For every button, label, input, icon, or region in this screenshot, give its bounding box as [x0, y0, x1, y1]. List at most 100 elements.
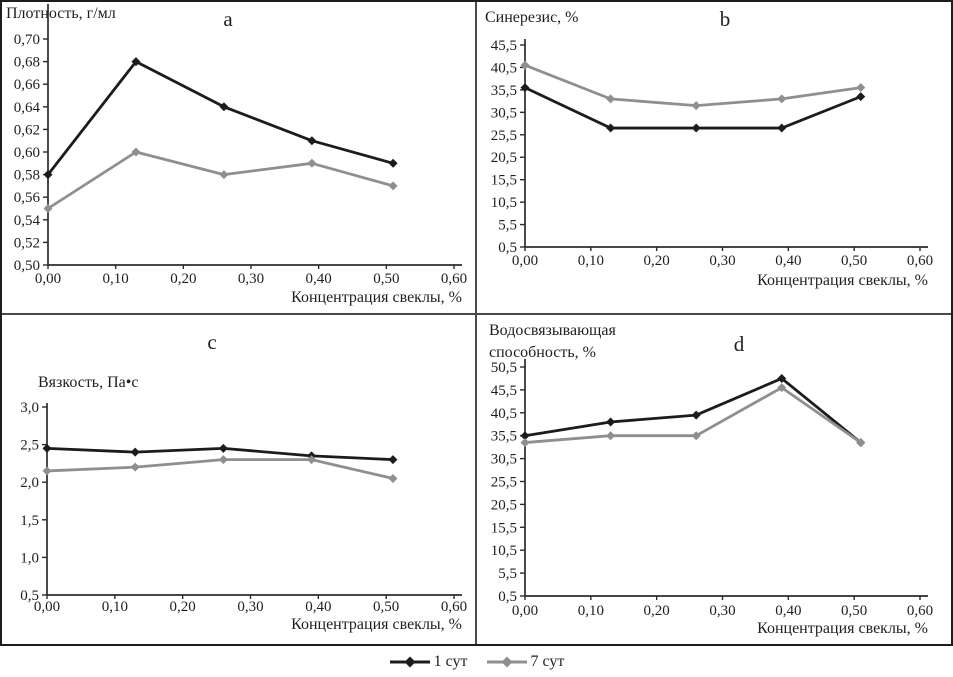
legend-label-1-sut: 1 сут	[433, 652, 468, 670]
panel-letter: c	[207, 330, 216, 354]
series-marker-1	[691, 101, 701, 111]
x-axis-title: Концентрация свеклы, %	[291, 289, 462, 306]
y-tick-label: 20,5	[491, 497, 517, 513]
series-line-1	[45, 458, 395, 480]
y-tick-label: 35,5	[491, 83, 517, 99]
y-tick-label: 25,5	[491, 475, 517, 491]
series-marker-1	[218, 455, 228, 465]
series-marker-1	[307, 158, 317, 168]
x-tick-label: 0,40	[305, 599, 331, 615]
series-marker-1	[130, 462, 140, 472]
series-marker-0	[856, 92, 866, 102]
series-marker-1	[131, 147, 141, 157]
y-tick-label: 3,0	[20, 400, 39, 416]
x-tick-label: 0,60	[907, 253, 933, 269]
legend-item-7-sut: 7 сут	[486, 652, 565, 670]
x-tick-label: 0,30	[238, 271, 264, 287]
series-marker-0	[520, 431, 530, 441]
y-tick-label: 0,50	[14, 258, 40, 274]
x-tick-label: 0,50	[841, 603, 867, 619]
series-marker-1	[388, 473, 398, 483]
x-tick-label: 0,60	[441, 599, 467, 615]
series-marker-1	[307, 455, 317, 465]
panel-letter: d	[734, 332, 745, 356]
x-tick-label: 0,20	[644, 603, 670, 619]
series-marker-1	[606, 431, 616, 441]
series-marker-0	[520, 83, 530, 93]
x-tick-label: 0,30	[709, 603, 735, 619]
y-tick-label: 15,5	[491, 520, 517, 536]
x-tick-label: 0,00	[34, 599, 60, 615]
y-tick-label: 45,5	[491, 38, 517, 54]
x-tick-label: 0,10	[578, 603, 604, 619]
series-marker-1	[520, 60, 530, 70]
y-tick-label: 30,5	[491, 105, 517, 121]
y-tick-label: 0,68	[14, 55, 40, 71]
x-tick-label: 0,40	[306, 271, 332, 287]
series-marker-1	[856, 83, 866, 93]
x-tick-label: 0,30	[237, 599, 263, 615]
legend-label-7-sut: 7 сут	[530, 652, 565, 670]
x-tick-label: 0,10	[103, 271, 129, 287]
y-tick-label: 1,0	[20, 550, 39, 566]
x-tick-label: 0,60	[907, 603, 933, 619]
y-tick-label: 40,5	[491, 60, 517, 76]
series-marker-0	[218, 443, 228, 453]
y-axis-title: Плотность, г/мл	[6, 5, 116, 22]
y-tick-label: 30,5	[491, 452, 517, 468]
panel-letter: a	[223, 7, 233, 31]
legend-item-1-sut: 1 сут	[389, 652, 468, 670]
y-tick-label: 0,66	[14, 77, 41, 93]
y-tick-label: 25,5	[491, 128, 517, 144]
y-tick-label: 50,5	[491, 360, 517, 376]
y-axis-title: способность, %	[489, 344, 596, 361]
y-tick-label: 0,56	[14, 190, 41, 206]
series-marker-0	[219, 102, 229, 112]
x-axis-title: Концентрация свеклы, %	[291, 616, 462, 633]
x-tick-label: 0,40	[775, 603, 801, 619]
y-tick-label: 1,5	[20, 513, 39, 529]
series-marker-1	[856, 438, 866, 448]
legend-marker-gray-diamond	[486, 656, 527, 667]
y-tick-label: 35,5	[491, 429, 517, 445]
panel-b: Синерезис, % b 45,5 40,5 35,5 30,5 25,5 20,5 15,…	[477, 2, 951, 315]
y-tick-label: 0,60	[14, 145, 40, 161]
series-line-0	[523, 377, 863, 444]
legend-marker-black-diamond	[389, 656, 430, 667]
series-marker-0	[691, 123, 701, 133]
y-tick-label: 15,5	[491, 173, 517, 189]
series-marker-0	[307, 136, 317, 146]
y-tick-label: 0,5	[20, 588, 39, 604]
x-tick-label: 0,10	[578, 253, 604, 269]
x-tick-label: 0,00	[512, 603, 538, 619]
y-tick-label: 0,62	[14, 122, 40, 138]
y-tick-label: 5,5	[498, 566, 517, 582]
series-marker-1	[606, 94, 616, 104]
y-axis-title: Водосвязывающая	[489, 322, 616, 339]
panel-b-chart: Синерезис, % b 45,5 40,5 35,5 30,5 25,5 20,5 15,…	[485, 7, 933, 289]
y-tick-label: 0,54	[14, 213, 41, 229]
y-tick-label: 45,5	[491, 383, 517, 399]
x-tick-label: 0,60	[441, 271, 467, 287]
x-tick-label: 0,50	[373, 599, 399, 615]
series-marker-1	[42, 466, 52, 476]
panel-letter: b	[720, 7, 731, 31]
y-tick-label: 10,5	[491, 543, 517, 559]
x-tick-label: 0,20	[170, 271, 196, 287]
y-tick-label: 10,5	[491, 195, 517, 211]
series-marker-0	[606, 417, 616, 427]
y-tick-label: 0,64	[14, 100, 41, 116]
multi-panel-figure: Плотность, г/мл a 0,70 0,68 0,66 0,64 0,62 0,60…	[0, 0, 953, 646]
series-marker-0	[777, 373, 787, 383]
x-tick-label: 0,40	[775, 253, 801, 269]
panel-d-chart: Водосвязывающая способность, % d 50,5 45,5 40…	[489, 322, 933, 637]
x-tick-label: 0,50	[841, 253, 867, 269]
series-marker-0	[42, 443, 52, 453]
x-axis-title: Концентрация свеклы, %	[757, 620, 928, 637]
series-marker-1	[777, 383, 787, 393]
y-tick-label: 2,5	[20, 438, 39, 454]
y-tick-label: 2,0	[20, 475, 39, 491]
series-marker-1	[691, 431, 701, 441]
x-axis-title: Концентрация свеклы, %	[757, 272, 928, 289]
y-tick-label: 0,5	[498, 589, 517, 605]
